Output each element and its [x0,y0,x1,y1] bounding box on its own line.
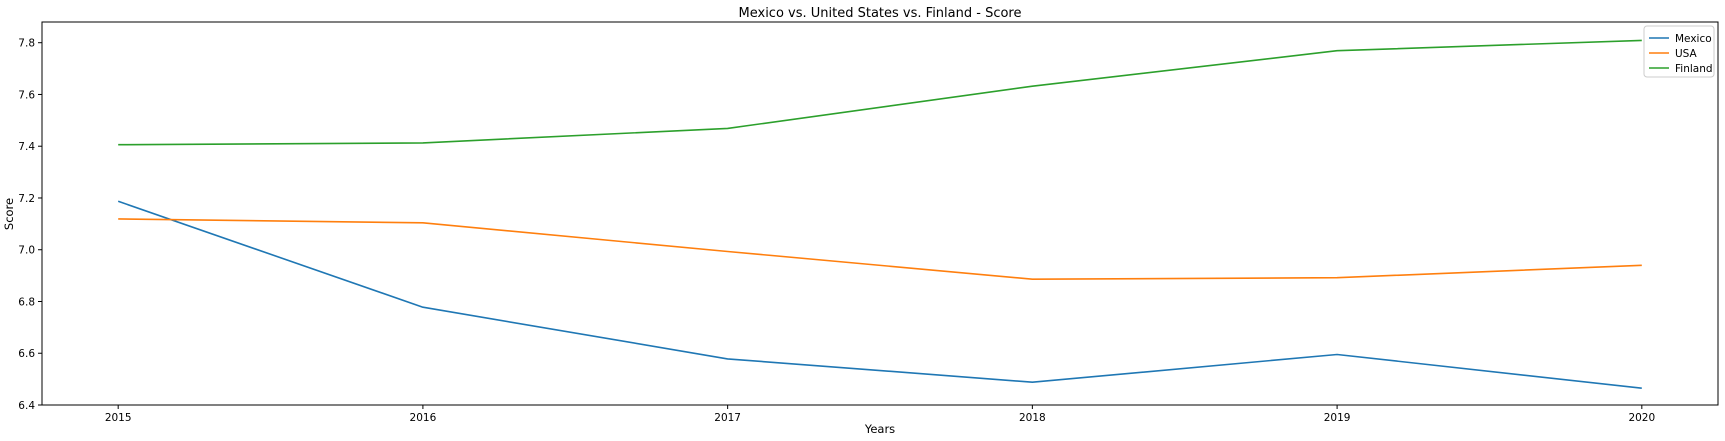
x-axis: 2015 2016 2017 2018 2019 2020 [105,405,1655,424]
x-tick-label: 2016 [410,412,437,424]
y-tick-label: 7.2 [18,193,35,205]
y-tick-label: 7.0 [18,245,35,257]
chart-title: Mexico vs. United States vs. Finland - S… [739,6,1022,21]
series-line-usa [118,218,1642,281]
y-tick-label: 6.4 [18,400,35,412]
y-tick-label: 6.8 [18,296,35,308]
series-lines [117,39,1642,389]
plot-area: 2015 2016 2017 2018 2019 2020 6.4 6.6 6.8 7.0 7.2… [18,21,1719,424]
x-tick-label: 2020 [1628,412,1655,424]
y-tick-label: 7.4 [18,141,35,153]
legend-label-mexico: Mexico [1675,33,1712,45]
y-tick-label: 7.8 [18,38,35,50]
y-tick-label: 6.6 [18,348,35,360]
x-tick-label: 2017 [714,412,741,424]
x-tick-label: 2019 [1324,412,1351,424]
y-axis: 6.4 6.6 6.8 7.0 7.2 7.4 7.6 7.8 [18,38,42,412]
y-tick-label: 7.6 [18,89,35,101]
legend: Mexico USA Finland [1643,25,1715,78]
x-tick-label: 2018 [1019,412,1046,424]
y-axis-title: Score [2,198,16,230]
axes-frame [41,21,1719,406]
legend-label-finland: Finland [1675,63,1713,75]
series-line-finland [118,39,1642,146]
x-tick-label: 2015 [105,412,132,424]
x-axis-title: Years [864,422,895,436]
legend-label-usa: USA [1675,48,1698,60]
series-line-mexico [117,200,1642,389]
